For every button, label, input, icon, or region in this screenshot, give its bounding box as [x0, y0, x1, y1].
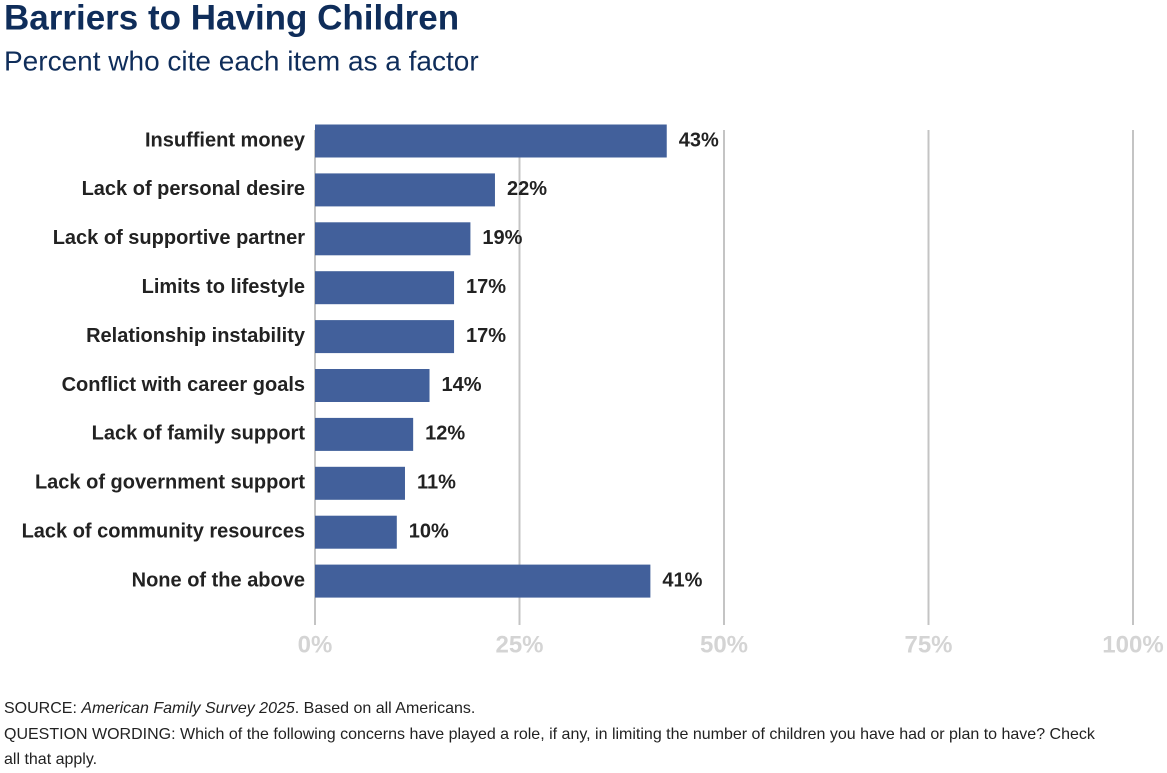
chart-subtitle: Percent who cite each item as a factor — [4, 45, 479, 76]
bar — [315, 222, 471, 256]
x-tick-label: 50% — [700, 631, 748, 658]
source-label: SOURCE: — [4, 700, 77, 717]
y-tick-label: Limits to lifestyle — [142, 276, 305, 298]
source: SOURCE: American Family Survey 2025. Bas… — [4, 696, 1104, 722]
question-wording: QUESTION WORDING: Which of the following… — [4, 725, 1095, 769]
source-name: American Family Survey 2025 — [81, 700, 295, 717]
y-tick-label: Lack of family support — [92, 423, 306, 445]
bar — [315, 271, 455, 305]
y-tick-label: Insuffient money — [145, 129, 306, 151]
x-tick-label: 0% — [298, 631, 333, 658]
value-label: 17% — [466, 276, 506, 298]
notes: SOURCE: American Family Survey 2025. Bas… — [4, 696, 1104, 773]
y-tick-label: Lack of community resources — [22, 520, 305, 542]
y-tick-label: Lack of supportive partner — [53, 227, 305, 249]
y-tick-label: Lack of personal desire — [82, 178, 305, 200]
y-tick-label: Lack of government support — [35, 472, 305, 494]
x-tick-label: 25% — [495, 631, 543, 658]
bar — [315, 515, 397, 549]
value-label: 12% — [425, 423, 465, 445]
bar — [315, 124, 667, 158]
value-label: 22% — [507, 178, 547, 200]
value-label: 14% — [442, 374, 482, 396]
source-detail: . Based on all Americans. — [294, 700, 476, 717]
value-label: 10% — [409, 520, 449, 542]
value-label: 41% — [662, 569, 702, 591]
bar — [315, 369, 430, 402]
y-tick-label: None of the above — [132, 569, 305, 591]
bar — [315, 173, 495, 207]
value-label: 11% — [417, 472, 456, 494]
value-label: 19% — [482, 227, 522, 249]
value-label: 43% — [679, 129, 719, 151]
bar — [315, 417, 414, 451]
x-tick-label: 100% — [1102, 631, 1163, 658]
value-label: 17% — [466, 325, 506, 347]
bar — [315, 564, 651, 598]
chart: Barriers to Having Children Percent who … — [4, 0, 1164, 658]
y-tick-label: Relationship instability — [86, 325, 306, 347]
y-tick-label: Conflict with career goals — [62, 374, 305, 396]
x-tick-label: 75% — [904, 631, 952, 658]
chart-title: Barriers to Having Children — [4, 0, 459, 37]
bar — [315, 320, 455, 354]
bar — [315, 466, 405, 500]
